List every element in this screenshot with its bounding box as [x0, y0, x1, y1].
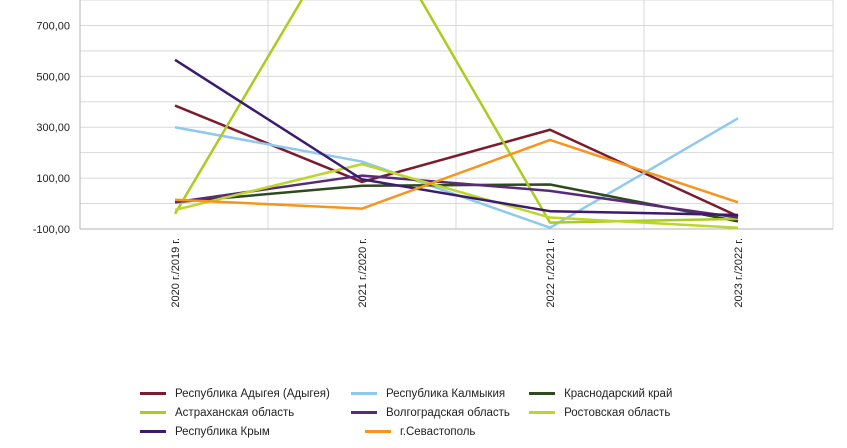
legend-label: Республика Адыгея (Адыгея) — [175, 387, 330, 400]
legend-row: Республика Адыгея (Адыгея) Республика Кал… — [140, 384, 740, 403]
legend-swatch — [365, 430, 391, 433]
legend-row: Астраханская область Волгоградская област… — [140, 403, 740, 422]
x-tick-label: 2022 г./2021 г. — [545, 238, 557, 308]
series-line — [173, 0, 739, 224]
legend-label: Краснодарский край — [564, 387, 673, 400]
x-tick-label: 2021 г./2020 г. — [357, 238, 369, 308]
y-tick-label: 500,00 — [36, 71, 70, 83]
y-tick-label: 100,00 — [36, 173, 70, 185]
y-tick-label: -100,00 — [33, 224, 70, 236]
legend-item: г.Севастополь — [365, 426, 555, 438]
x-axis-ticks: 2020 г./2019 г. 2021 г./2020 г. 2022 г./20… — [170, 238, 745, 308]
series-line — [174, 162, 739, 229]
legend-label: Республика Калмыкия — [385, 387, 506, 400]
x-tick-label: 2023 г./2022 г. — [733, 238, 745, 308]
gridlines — [79, 0, 834, 230]
legend-swatch — [350, 411, 377, 414]
legend-label: Республика Крым — [175, 425, 270, 438]
series-line — [174, 174, 739, 219]
legend-item: Республика Крым — [140, 426, 365, 438]
x-tick-label: 2020 г./2019 г. — [170, 238, 182, 308]
y-tick-label: 700,00 — [36, 20, 70, 32]
legend-swatch — [529, 392, 556, 395]
y-tick-label: 300,00 — [36, 122, 70, 134]
legend-item: Краснодарский край — [529, 388, 740, 400]
legend-label: Ростовская область — [564, 406, 671, 419]
legend-row: Республика Крым г.Севастополь — [140, 422, 740, 441]
legend-swatch — [140, 411, 166, 414]
legend-swatch — [350, 392, 377, 395]
legend: Республика Адыгея (Адыгея) Республика Кал… — [140, 384, 740, 441]
legend-label: Волгоградская область — [385, 406, 510, 419]
legend-item: Волгоградская область — [350, 406, 529, 419]
legend-swatch — [529, 411, 556, 414]
legend-item: Астраханская область — [140, 407, 351, 419]
series-line — [174, 183, 739, 223]
y-axis-ticks: -100,00 100,00 300,00 500,00 700,00 — [33, 20, 70, 236]
plot-area — [173, 0, 739, 229]
series-line — [174, 58, 739, 217]
series-line — [174, 138, 739, 210]
legend-item: Ростовская область — [529, 407, 740, 419]
legend-swatch — [140, 392, 166, 395]
legend-label: Астраханская область — [175, 406, 295, 419]
legend-label: г.Севастополь — [400, 425, 476, 438]
legend-item: Республика Адыгея (Адыгея) — [140, 388, 351, 400]
legend-swatch — [140, 430, 166, 433]
legend-item: Республика Калмыкия — [350, 387, 529, 400]
